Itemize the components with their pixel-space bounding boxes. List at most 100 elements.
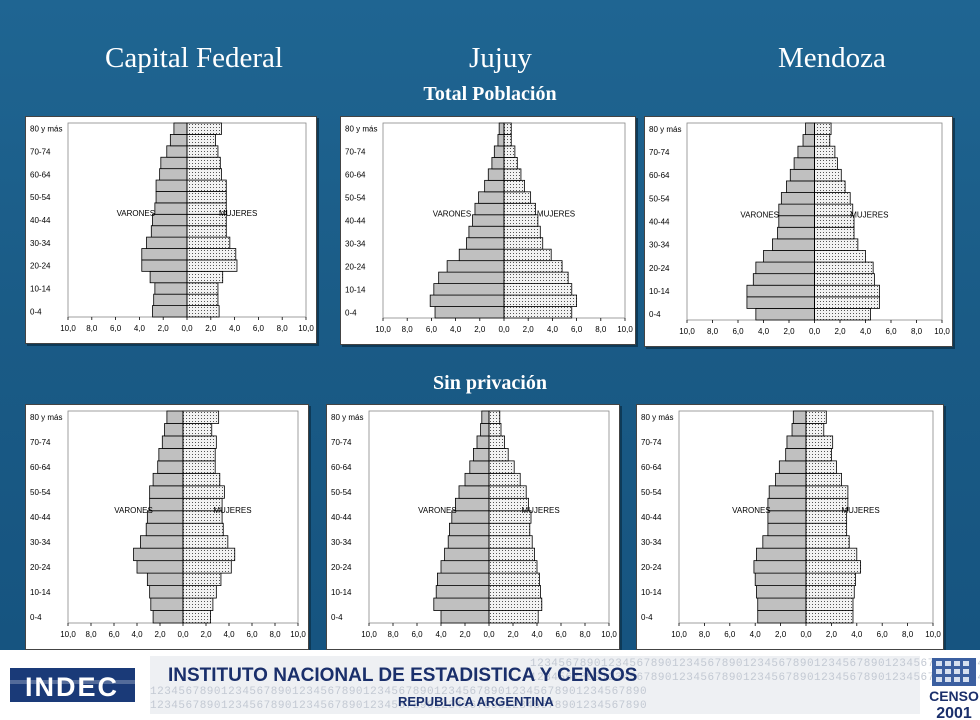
bar-varones (797, 145, 815, 159)
x-tick-label: 0,0 (181, 324, 193, 333)
x-tick-label: 8,0 (86, 324, 98, 333)
bar-varones (158, 448, 184, 462)
x-tick-label: 2,0 (826, 630, 838, 639)
y-tick-label: 40-44 (641, 513, 662, 522)
bar-varones (169, 134, 188, 147)
bar-mujeres (488, 610, 539, 624)
bar-varones (451, 510, 490, 524)
bar-mujeres (503, 122, 512, 135)
bar-mujeres (814, 168, 842, 182)
bar-varones (468, 225, 505, 239)
label-mujeres: MUJERES (841, 506, 879, 515)
x-tick-label: 6,0 (426, 325, 438, 334)
bar-mujeres (503, 306, 573, 319)
bar-mujeres (814, 203, 854, 217)
bar-mujeres (186, 134, 216, 147)
bar-mujeres (186, 259, 238, 272)
bar-varones (762, 535, 807, 549)
bar-varones (778, 460, 807, 474)
bar-mujeres (805, 435, 834, 449)
bar-varones (753, 560, 807, 574)
y-tick-label: 20-24 (30, 262, 51, 271)
bar-mujeres (503, 283, 573, 296)
bar-mujeres (503, 168, 522, 181)
bar-mujeres (488, 485, 527, 499)
y-tick-label: 50-54 (30, 193, 51, 202)
bar-mujeres (805, 535, 850, 549)
bar-mujeres (805, 572, 856, 586)
bar-mujeres (503, 294, 577, 307)
y-tick-label: 10-14 (345, 285, 366, 294)
bar-varones (166, 410, 184, 424)
x-tick-label: 6,0 (411, 630, 423, 639)
y-tick-label: 40-44 (331, 513, 352, 522)
x-tick-label: 4,0 (531, 630, 543, 639)
x-tick-label: 6,0 (885, 327, 897, 336)
y-tick-label: 10-14 (30, 284, 51, 293)
bar-varones (775, 472, 807, 487)
y-tick-label: 70-74 (649, 148, 670, 157)
label-mujeres: MUJERES (213, 506, 251, 515)
pyramid-svg: 0-4 10-14 20-24 30-34 40-44 50-54 60-64 70-74 80… (345, 122, 633, 334)
bar-varones (481, 410, 490, 424)
bar-mujeres (488, 423, 502, 437)
y-tick-label: 50-54 (641, 488, 662, 497)
y-tick-label: 50-54 (345, 194, 366, 203)
bar-varones (458, 248, 505, 262)
bar-varones (140, 535, 184, 549)
footer-banner: 1234567890123456789012345678901234567890… (0, 650, 980, 720)
bar-varones (802, 134, 815, 147)
label-varones: VARONES (117, 209, 156, 218)
bar-mujeres (186, 168, 222, 181)
y-tick-label: 80 y más (331, 413, 363, 422)
bar-mujeres (805, 610, 854, 624)
x-tick-label: 4,0 (450, 325, 462, 334)
label-mujeres: MUJERES (537, 210, 575, 219)
pyramid-svg: 0-4 10-14 20-24 30-34 40-44 50-54 60-64 70-74 80… (331, 410, 617, 639)
bar-mujeres (488, 522, 531, 537)
bar-mujeres (182, 585, 217, 599)
censo-2001-logo: CENSO 2001 (929, 658, 979, 720)
bar-varones (469, 460, 490, 474)
pyramid-svg: 0-4 10-14 20-24 30-34 40-44 50-54 60-64 70-74 80… (30, 122, 314, 333)
bar-varones (438, 271, 505, 284)
bar-mujeres (814, 250, 866, 263)
y-tick-label: 80 y más (641, 413, 673, 422)
bar-mujeres (814, 226, 855, 240)
bar-varones (458, 485, 490, 499)
bar-mujeres (488, 535, 533, 549)
bar-mujeres (182, 547, 236, 562)
y-tick-label: 30-34 (641, 538, 662, 547)
x-tick-label: 2,0 (523, 325, 535, 334)
y-tick-label: 60-64 (641, 463, 662, 472)
x-tick-label: 2,0 (200, 630, 212, 639)
bar-varones (478, 191, 505, 204)
digits-line-2: 1234567890123456789012345678901234567890… (530, 672, 980, 684)
x-tick-label: 10,0 (361, 630, 377, 639)
bar-varones (767, 522, 807, 537)
bar-mujeres (503, 145, 516, 158)
institute-name: INSTITUTO NACIONAL DE ESTADISTICA Y CENS… (168, 665, 638, 686)
bar-mujeres (186, 270, 224, 284)
bar-mujeres (186, 293, 219, 306)
x-tick-label: 8,0 (402, 325, 414, 334)
y-tick-label: 50-54 (331, 488, 352, 497)
bar-mujeres (182, 535, 229, 549)
bar-mujeres (186, 248, 237, 261)
bar-mujeres (182, 448, 216, 462)
x-tick-label: 8,0 (911, 327, 923, 336)
bar-varones (153, 293, 188, 306)
bar-mujeres (805, 585, 855, 599)
x-tick-label: 8,0 (699, 630, 711, 639)
x-tick-label: 2,0 (507, 630, 519, 639)
indec-logo: INDEC (10, 668, 135, 702)
bar-varones (755, 308, 815, 321)
bar-varones (793, 157, 815, 170)
x-tick-label: 10,0 (671, 630, 687, 639)
x-tick-label: 2,0 (459, 630, 471, 639)
x-tick-label: 0,0 (498, 325, 510, 334)
y-tick-label: 30-34 (345, 239, 366, 248)
bar-varones (497, 134, 505, 147)
y-tick-label: 70-74 (331, 438, 352, 447)
y-tick-label: 50-54 (649, 194, 670, 203)
